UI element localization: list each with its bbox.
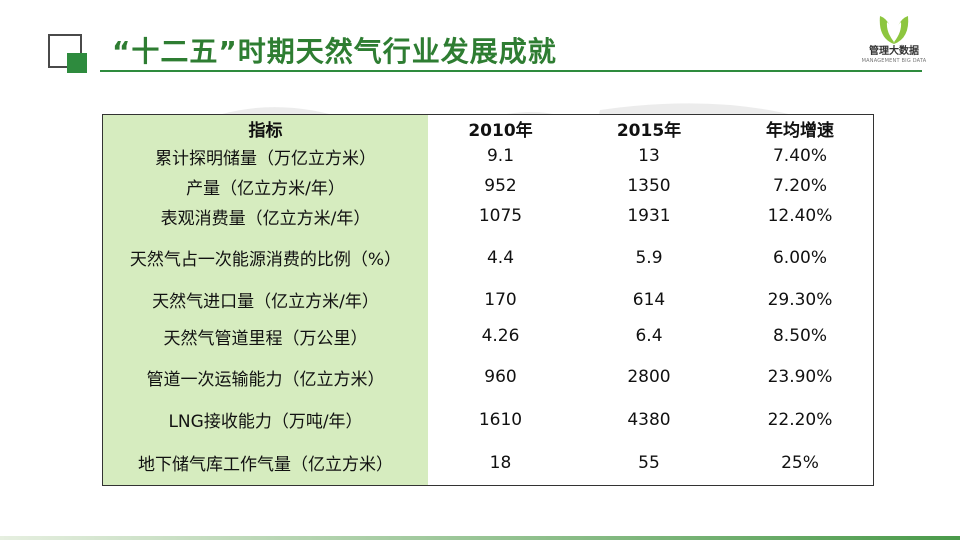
row-label: 天然气管道里程（万公里）: [163, 328, 368, 349]
value-growth: 7.40%: [772, 146, 827, 167]
value-growth: 8.50%: [772, 326, 827, 347]
data-table: 指标 2010年 2015年 年均增速 累计探明储量（万亿立方米） 9.1 13…: [103, 115, 875, 485]
value-2010: 960: [484, 367, 517, 388]
value-2015: 1350: [627, 176, 671, 197]
value-2015: 13: [638, 146, 660, 167]
brand-logo: 管理大数据 MANAGEMENT BIG DATA: [858, 12, 930, 70]
value-2010: 4.26: [481, 326, 520, 347]
table-row: 地下储气库工作气量（亿立方米） 18 55 25%: [103, 441, 875, 485]
value-2010: 1075: [478, 206, 523, 227]
value-2015: 5.9: [635, 247, 663, 268]
value-2010: 170: [484, 289, 517, 310]
value-2015: 6.4: [635, 326, 663, 347]
value-2010: 952: [484, 176, 517, 197]
header-growth: 年均增速: [766, 120, 834, 141]
table-row: 表观消费量（亿立方米/年） 1075 1931 12.40%: [103, 201, 875, 231]
header-2015: 2015年: [616, 120, 682, 141]
value-2015: 2800: [627, 367, 671, 388]
row-label: 表观消费量（亿立方米/年）: [160, 208, 371, 229]
header-indicator: 指标: [248, 120, 283, 141]
value-growth: 29.30%: [767, 289, 833, 310]
table-row: 累计探明储量（万亿立方米） 9.1 13 7.40%: [103, 141, 875, 171]
label-column-background: [103, 115, 428, 485]
table-row: LNG接收能力（万吨/年） 1610 4380 22.20%: [103, 398, 875, 440]
achievements-table: 指标 2010年 2015年 年均增速 累计探明储量（万亿立方米） 9.1 13…: [102, 114, 874, 486]
bottom-accent-bar: [0, 536, 960, 540]
value-2010: 18: [489, 452, 512, 473]
row-label: 天然气占一次能源消费的比例（%）: [129, 250, 402, 271]
leaf-logo-icon: [879, 16, 909, 44]
value-2015: 4380: [627, 409, 671, 430]
header-2010: 2010年: [468, 120, 533, 141]
value-growth: 23.90%: [767, 367, 833, 388]
value-2010: 1610: [478, 409, 523, 430]
table-row: 产量（亿立方米/年） 952 1350 7.20%: [103, 171, 875, 201]
value-2015: 55: [638, 452, 660, 473]
table-row: 管道一次运输能力（亿立方米） 960 2800 23.90%: [103, 356, 875, 398]
logo-name: 管理大数据: [869, 46, 919, 57]
row-label: 管道一次运输能力（亿立方米）: [146, 369, 385, 390]
table-row: 天然气占一次能源消费的比例（%） 4.4 5.9 6.00%: [103, 232, 875, 284]
value-growth: 22.20%: [767, 409, 833, 430]
value-2015: 1931: [627, 206, 671, 227]
value-2010: 9.1: [486, 146, 515, 167]
table-row: 天然气进口量（亿立方米/年） 170 614 29.30%: [103, 284, 875, 316]
row-label: 累计探明储量（万亿立方米）: [155, 148, 376, 169]
title-underline: [100, 70, 922, 72]
slide-title: “十二五”时期天然气行业发展成就: [112, 35, 557, 68]
row-label: LNG接收能力（万吨/年）: [168, 412, 363, 433]
logo-subtitle: MANAGEMENT BIG DATA: [861, 58, 927, 64]
value-2010: 4.4: [486, 247, 515, 268]
row-label: 产量（亿立方米/年）: [186, 178, 345, 199]
title-decoration-fill: [67, 53, 87, 73]
row-label: 天然气进口量（亿立方米/年）: [152, 292, 379, 313]
value-growth: 7.20%: [772, 176, 827, 197]
table-row: 天然气管道里程（万公里） 4.26 6.4 8.50%: [103, 316, 875, 356]
value-growth: 12.40%: [767, 206, 833, 227]
value-growth: 25%: [781, 452, 819, 473]
header-row: 指标 2010年 2015年 年均增速: [103, 115, 875, 141]
row-label: 地下储气库工作气量（亿立方米）: [138, 455, 393, 476]
value-growth: 6.00%: [772, 247, 827, 268]
value-2015: 614: [632, 289, 666, 310]
